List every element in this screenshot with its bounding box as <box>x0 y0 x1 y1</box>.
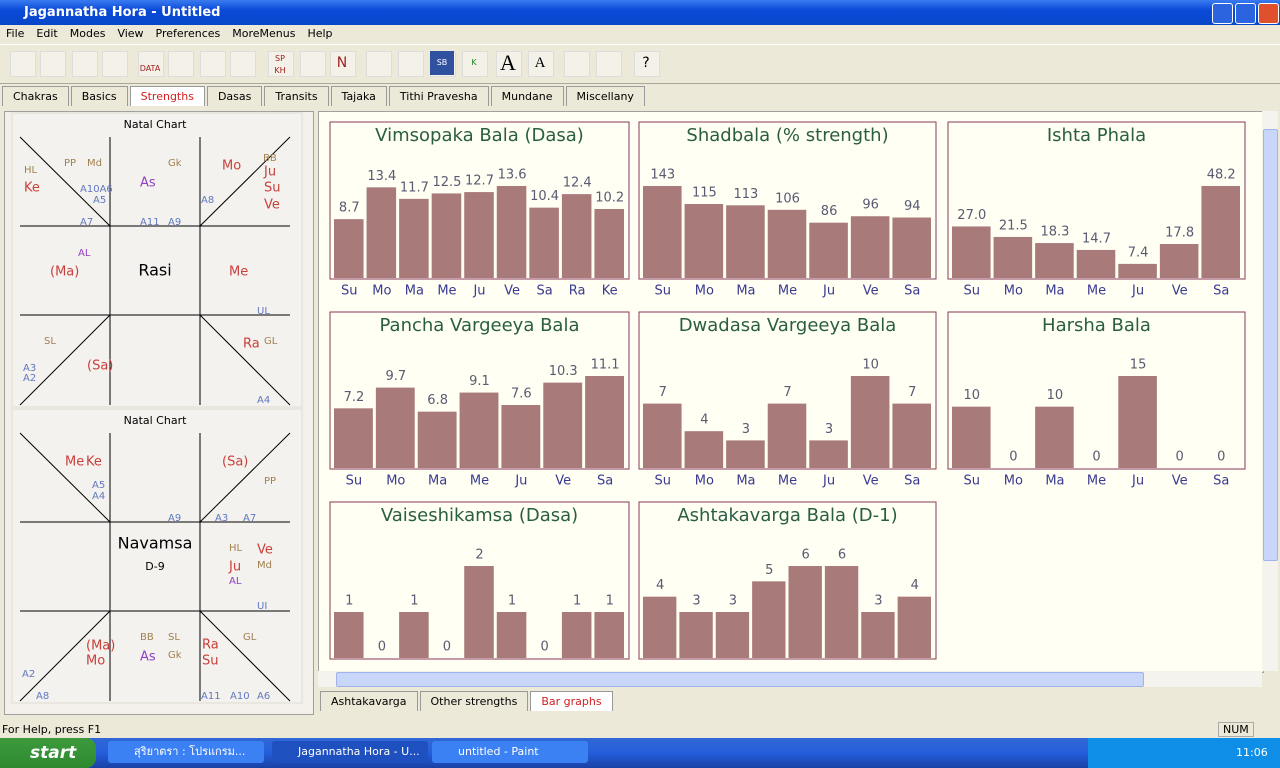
status-text: For Help, press F1 <box>2 723 102 736</box>
tab[interactable]: Mundane <box>490 86 564 106</box>
toolbar-button[interactable] <box>268 51 294 77</box>
toolbar-button[interactable] <box>168 51 194 77</box>
tab[interactable]: Dasas <box>206 86 263 106</box>
toolbar-button[interactable] <box>398 51 424 77</box>
tab[interactable]: Chakras <box>2 86 69 106</box>
tab[interactable]: Other strengths <box>419 691 529 711</box>
system-tray: 11:06 <box>1088 738 1280 768</box>
toolbar-button[interactable] <box>596 51 622 77</box>
toolbar-label: ? <box>642 55 650 71</box>
toolbar: DATA SP KH N SB K A A? <box>0 44 1280 84</box>
close-button[interactable] <box>1258 3 1279 24</box>
title-bar: Jagannatha Hora - Untitled <box>0 0 1280 25</box>
num-indicator: NUM <box>1218 722 1254 737</box>
toolbar-label: KH <box>274 66 286 75</box>
horizontal-scrollbar[interactable] <box>318 671 1262 687</box>
toolbar-button[interactable] <box>40 51 66 77</box>
taskbar-item[interactable]: Jagannatha Hora - U... <box>272 741 428 763</box>
menu-item[interactable]: MoreMenus <box>232 27 296 40</box>
tab[interactable]: Miscellany <box>565 86 645 106</box>
toolbar-button[interactable] <box>200 51 226 77</box>
menu-item[interactable]: Edit <box>36 27 58 40</box>
toolbar-button[interactable] <box>330 51 356 77</box>
toolbar-button[interactable] <box>230 51 256 77</box>
toolbar-label: DATA <box>139 64 161 73</box>
toolbar-button[interactable] <box>10 51 36 77</box>
tab[interactable]: Basics <box>70 86 128 106</box>
scroll-thumb[interactable] <box>1263 129 1278 561</box>
toolbar-button[interactable] <box>564 51 590 77</box>
top-tabs: Chakras Basics Strengths Dasas Transits Tajak… <box>2 86 647 106</box>
toolbar-button[interactable] <box>366 51 392 77</box>
menu-item[interactable]: Preferences <box>155 27 221 40</box>
tab[interactable]: Bar graphs <box>530 691 613 711</box>
toolbar-button[interactable] <box>528 51 554 77</box>
tab[interactable]: Tajaka <box>330 86 387 106</box>
toolbar-label: N <box>336 55 348 71</box>
menu-bar: File Edit Modes View Preferences MoreMenus Hel… <box>0 26 339 43</box>
toolbar-button[interactable] <box>300 51 326 77</box>
taskbar: start 11:06 สุริยาตรา : โปรแกรม... Jaganna… <box>0 738 1280 768</box>
minimize-button[interactable] <box>1212 3 1233 24</box>
toolbar-label: K <box>471 58 477 67</box>
menu-item[interactable]: File <box>6 27 25 40</box>
toolbar-label: SB <box>430 51 454 75</box>
toolbar-button[interactable] <box>462 51 488 77</box>
tab[interactable]: Tithi Pravesha <box>388 86 489 106</box>
toolbar-label: A <box>534 55 546 71</box>
bottom-tabs: Ashtakavarga Other strengths Bar graphs <box>320 691 615 711</box>
clock: 11:06 <box>1236 746 1268 759</box>
taskbar-item[interactable]: สุริยาตรา : โปรแกรม... <box>108 741 264 763</box>
toolbar-label: SP <box>275 54 285 63</box>
start-button[interactable]: start <box>0 738 96 768</box>
scroll-thumb[interactable] <box>336 672 1144 687</box>
tab[interactable]: Strengths <box>129 86 205 106</box>
maximize-button[interactable] <box>1235 3 1256 24</box>
toolbar-button[interactable] <box>634 51 660 77</box>
menu-item[interactable]: Modes <box>69 27 106 40</box>
toolbar-label: A <box>500 50 516 75</box>
tab[interactable]: Transits <box>264 86 329 106</box>
toolbar-button[interactable] <box>72 51 98 77</box>
toolbar-button[interactable] <box>138 51 164 77</box>
chart-pane <box>4 111 314 715</box>
toolbar-button[interactable] <box>496 51 522 77</box>
status-bar: For Help, press F1 NUM <box>0 720 1280 738</box>
menu-item[interactable]: View <box>117 27 144 40</box>
bar-graph-pane <box>318 111 1264 673</box>
window-title: Jagannatha Hora - Untitled <box>24 5 221 20</box>
tab[interactable]: Ashtakavarga <box>320 691 418 711</box>
menu-item[interactable]: Help <box>307 27 333 40</box>
toolbar-button[interactable] <box>102 51 128 77</box>
taskbar-item[interactable]: untitled - Paint <box>432 741 588 763</box>
vertical-scrollbar[interactable] <box>1262 111 1278 671</box>
